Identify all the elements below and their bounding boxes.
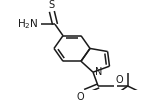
Text: O: O <box>77 92 84 102</box>
Text: N: N <box>95 67 102 77</box>
Text: S: S <box>49 0 55 10</box>
Text: H$_2$N: H$_2$N <box>17 17 39 31</box>
Text: O: O <box>115 75 123 85</box>
